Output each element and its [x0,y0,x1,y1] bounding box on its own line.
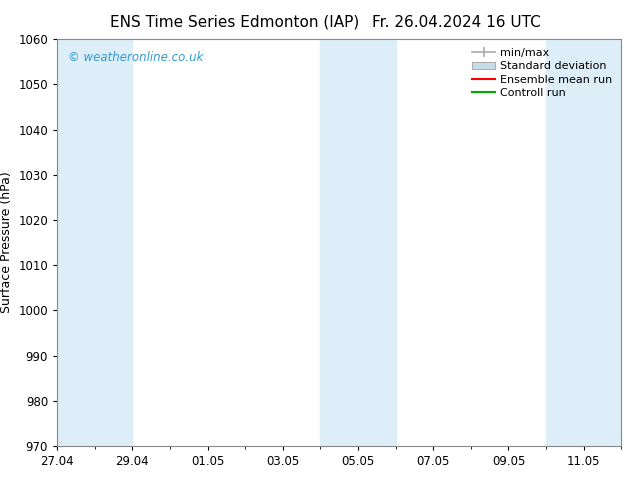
Legend: min/max, Standard deviation, Ensemble mean run, Controll run: min/max, Standard deviation, Ensemble me… [469,45,616,101]
Text: Fr. 26.04.2024 16 UTC: Fr. 26.04.2024 16 UTC [372,15,541,30]
Text: © weatheronline.co.uk: © weatheronline.co.uk [68,51,204,64]
Bar [57,39,133,446]
Bar [546,39,621,446]
Bar [320,39,396,446]
Y-axis label: Surface Pressure (hPa): Surface Pressure (hPa) [0,172,13,314]
Text: ENS Time Series Edmonton (IAP): ENS Time Series Edmonton (IAP) [110,15,359,30]
